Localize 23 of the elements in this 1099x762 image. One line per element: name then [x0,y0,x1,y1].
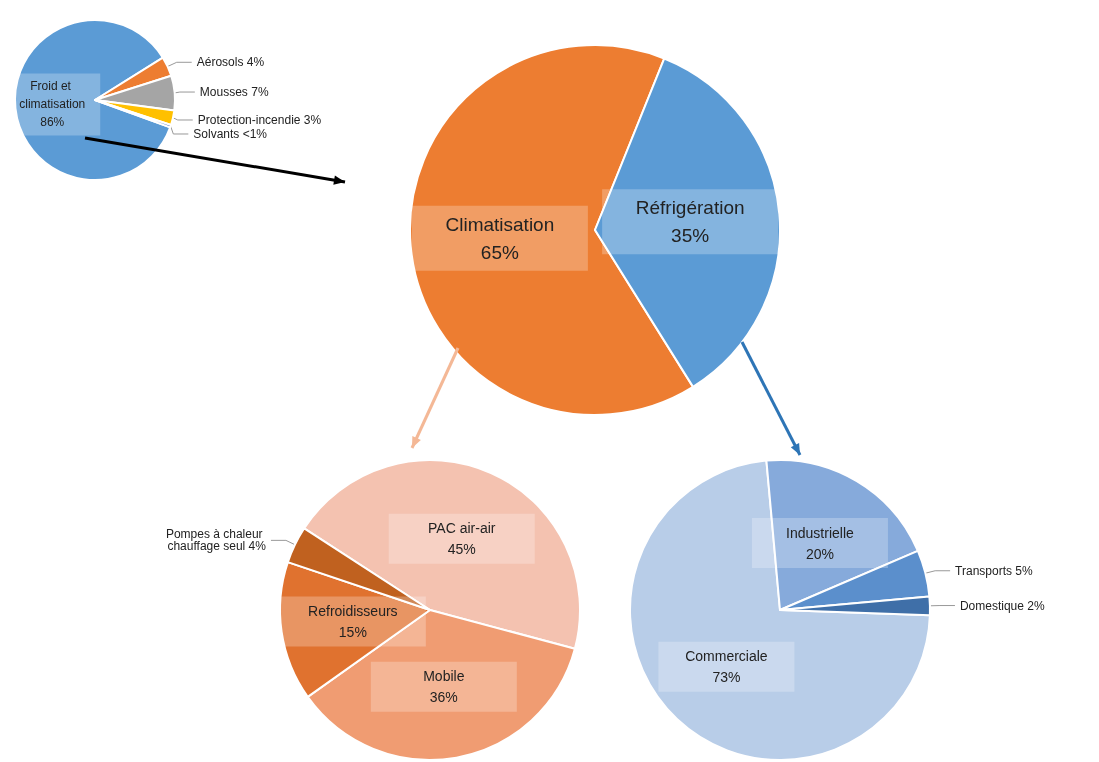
slice-label: Climatisation [445,213,555,235]
slice-label: Mobile [423,668,465,685]
slice-label: Froid et climatisation [19,79,86,112]
slice-label: Refroidisseurs [308,602,398,619]
slice-label: Industrielle [786,524,854,541]
data-label: 15% [338,623,367,640]
slice-label: Domestique 2% [959,598,1045,613]
data-label: 20% [805,545,834,562]
data-label: 73% [712,669,741,686]
slice-label: PAC air-air [428,520,496,537]
slice-label: Mousses 7% [199,85,269,100]
slice-label: Protection-incendie 3% [197,112,322,127]
data-label: 45% [447,541,476,558]
slice-label: Solvants <1% [193,126,268,141]
slice-label: Réfrigération [635,196,745,218]
slice-label: Transports 5% [955,563,1034,578]
data-label: 65% [480,242,519,264]
slice-label: Aérosols 4% [196,55,265,70]
slice-label: Commerciale [685,648,768,665]
data-label: 35% [671,225,710,247]
slice-label: Pompes à chaleur chauffage seul 4% [165,527,267,554]
data-label: 86% [40,115,65,130]
data-label: 36% [429,689,458,706]
